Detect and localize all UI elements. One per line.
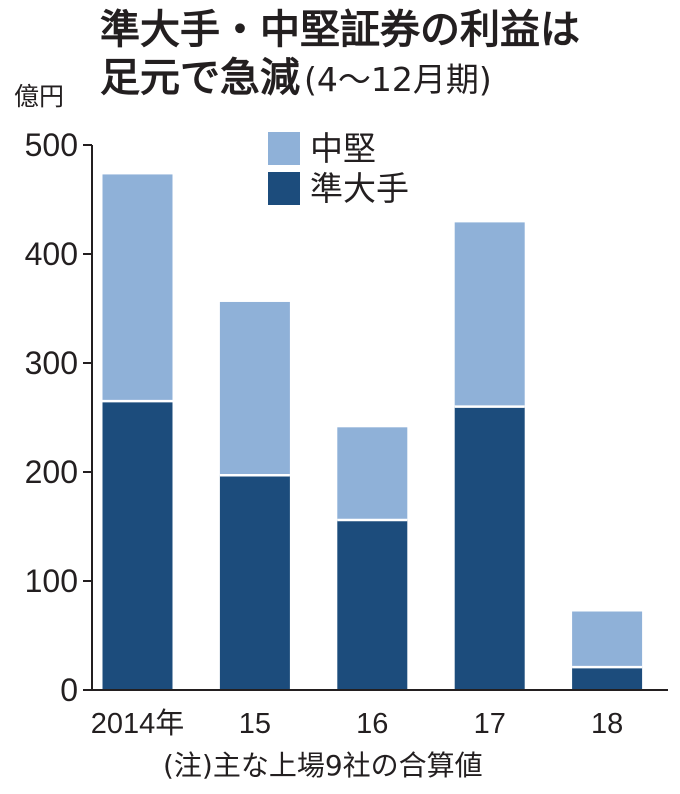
bar-series1-category5 [572,667,643,690]
bar-series2-category4 [454,222,525,407]
y-tick-label: 500 [25,127,78,163]
x-tick-label: 18 [591,708,623,740]
y-tick-label: 200 [25,454,78,490]
x-tick-label: 16 [356,708,388,740]
y-tick-label: 300 [25,345,78,381]
bar-series1-category4 [454,406,525,690]
chart-title-line-1: 準大手・中堅証券の利益は [100,7,580,53]
y-tick-label: 100 [25,563,78,599]
chart-subtitle: (4〜12月期) [304,60,492,99]
bar-series2-category5 [572,611,643,668]
chart-title-line-2-main: 足元で急減 [100,55,300,101]
bar-series2-category2 [219,301,290,476]
bar-series1-category2 [219,475,290,690]
bar-series1-category1 [102,401,173,690]
legend-swatch [268,172,300,205]
y-tick-label: 400 [25,236,78,272]
legend-item-chuken: 中堅 [268,132,376,165]
x-tick-label: 15 [239,708,271,740]
legend-label: 中堅 [310,129,376,168]
legend-label: 準大手 [310,169,409,208]
chart-title-line-2: 足元で急減 (4〜12月期) [100,58,492,98]
bar-series2-category3 [337,427,408,520]
x-tick-label: 17 [474,708,506,740]
x-tick-label: 2014年 [91,707,185,740]
legend-item-jun-oote: 準大手 [268,172,409,205]
y-axis-unit-label: 億円 [14,82,65,111]
bar-series1-category3 [337,519,408,690]
chart-footnote: (注)主な上場9社の合算値 [163,749,483,782]
bar-series2-category1 [102,174,173,402]
legend-swatch [268,132,300,165]
y-tick-label: 0 [60,672,78,708]
